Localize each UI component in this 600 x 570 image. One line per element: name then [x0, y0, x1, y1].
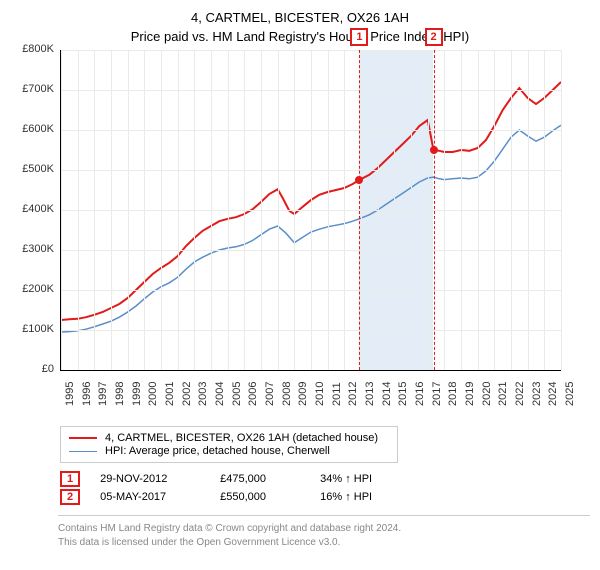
legend-swatch: [69, 437, 97, 439]
transaction-price: £550,000: [220, 491, 320, 503]
y-axis-tick-label: £700K: [22, 83, 54, 95]
legend-item: HPI: Average price, detached house, Cher…: [69, 445, 389, 457]
x-axis-tick-label: 1997: [97, 382, 109, 406]
x-axis-tick-label: 2007: [264, 382, 276, 406]
x-axis-tick-label: 2016: [414, 382, 426, 406]
plot-area: [60, 50, 561, 371]
transaction-date: 29-NOV-2012: [100, 473, 220, 485]
transaction-diff: 34% ↑ HPI: [320, 473, 420, 485]
legend: 4, CARTMEL, BICESTER, OX26 1AH (detached…: [60, 426, 398, 463]
x-axis-tick-label: 2001: [164, 382, 176, 406]
x-axis-tick-label: 2012: [347, 382, 359, 406]
y-axis-tick-label: £200K: [22, 283, 54, 295]
x-axis-tick-label: 2008: [281, 382, 293, 406]
transaction-diff: 16% ↑ HPI: [320, 491, 420, 503]
y-axis-tick-label: £500K: [22, 163, 54, 175]
y-axis-tick-label: £100K: [22, 323, 54, 335]
x-axis-tick-label: 2017: [431, 382, 443, 406]
x-axis-tick-label: 2018: [447, 382, 459, 406]
transaction-marker-badge: 1: [350, 28, 368, 46]
transaction-badge: 2: [60, 489, 80, 505]
x-axis-tick-label: 2022: [514, 382, 526, 406]
transaction-marker-badge: 2: [425, 28, 443, 46]
x-axis-tick-label: 2004: [214, 382, 226, 406]
x-axis-tick-label: 2014: [381, 382, 393, 406]
x-axis-tick-label: 2011: [331, 382, 343, 406]
x-axis-tick-label: 2023: [531, 382, 543, 406]
x-axis-tick-label: 1995: [64, 382, 76, 406]
x-axis-tick-label: 1998: [114, 382, 126, 406]
y-axis-tick-label: £300K: [22, 243, 54, 255]
transaction-date: 05-MAY-2017: [100, 491, 220, 503]
x-axis-tick-label: 2003: [197, 382, 209, 406]
x-axis-tick-label: 2025: [564, 382, 576, 406]
transaction-price: £475,000: [220, 473, 320, 485]
footer-line-2: This data is licensed under the Open Gov…: [58, 536, 590, 550]
legend-swatch: [69, 451, 97, 452]
transaction-row: 1 29-NOV-2012£475,00034% ↑ HPI: [60, 471, 590, 487]
legend-label: 4, CARTMEL, BICESTER, OX26 1AH (detached…: [105, 432, 378, 444]
transaction-row: 2 05-MAY-2017£550,00016% ↑ HPI: [60, 489, 590, 505]
x-axis-tick-label: 2005: [231, 382, 243, 406]
y-axis-tick-label: £800K: [22, 43, 54, 55]
transaction-marker-line: [434, 50, 435, 370]
transaction-marker-dot: [430, 146, 438, 154]
chart-subtitle: Price paid vs. HM Land Registry's House …: [0, 29, 600, 44]
y-axis-tick-label: £400K: [22, 203, 54, 215]
y-axis-tick-label: £0: [42, 363, 54, 375]
legend-item: 4, CARTMEL, BICESTER, OX26 1AH (detached…: [69, 432, 389, 444]
footer-attribution: Contains HM Land Registry data © Crown c…: [58, 515, 590, 549]
x-axis-tick-label: 2020: [481, 382, 493, 406]
chart-container: 4, CARTMEL, BICESTER, OX26 1AH Price pai…: [0, 10, 600, 549]
x-axis-tick-label: 2009: [297, 382, 309, 406]
x-axis-tick-label: 2019: [464, 382, 476, 406]
x-axis-tick-label: 1996: [81, 382, 93, 406]
y-axis-tick-label: £600K: [22, 123, 54, 135]
transaction-marker-line: [359, 50, 360, 370]
x-axis-tick-label: 2002: [181, 382, 193, 406]
x-axis-tick-label: 2015: [397, 382, 409, 406]
x-axis-tick-label: 1999: [131, 382, 143, 406]
transactions-table: 1 29-NOV-2012£475,00034% ↑ HPI 2 05-MAY-201…: [60, 471, 590, 505]
chart-title: 4, CARTMEL, BICESTER, OX26 1AH: [0, 10, 600, 25]
legend-label: HPI: Average price, detached house, Cher…: [105, 445, 330, 457]
x-axis-tick-label: 2024: [547, 382, 559, 406]
x-axis-tick-label: 2013: [364, 382, 376, 406]
transaction-badge: 1: [60, 471, 80, 487]
x-axis-tick-label: 2021: [497, 382, 509, 406]
x-axis-tick-label: 2000: [147, 382, 159, 406]
x-axis-tick-label: 2010: [314, 382, 326, 406]
x-axis-tick-label: 2006: [247, 382, 259, 406]
chart-area: £0£100K£200K£300K£400K£500K£600K£700K£80…: [10, 50, 570, 420]
footer-line-1: Contains HM Land Registry data © Crown c…: [58, 522, 590, 536]
